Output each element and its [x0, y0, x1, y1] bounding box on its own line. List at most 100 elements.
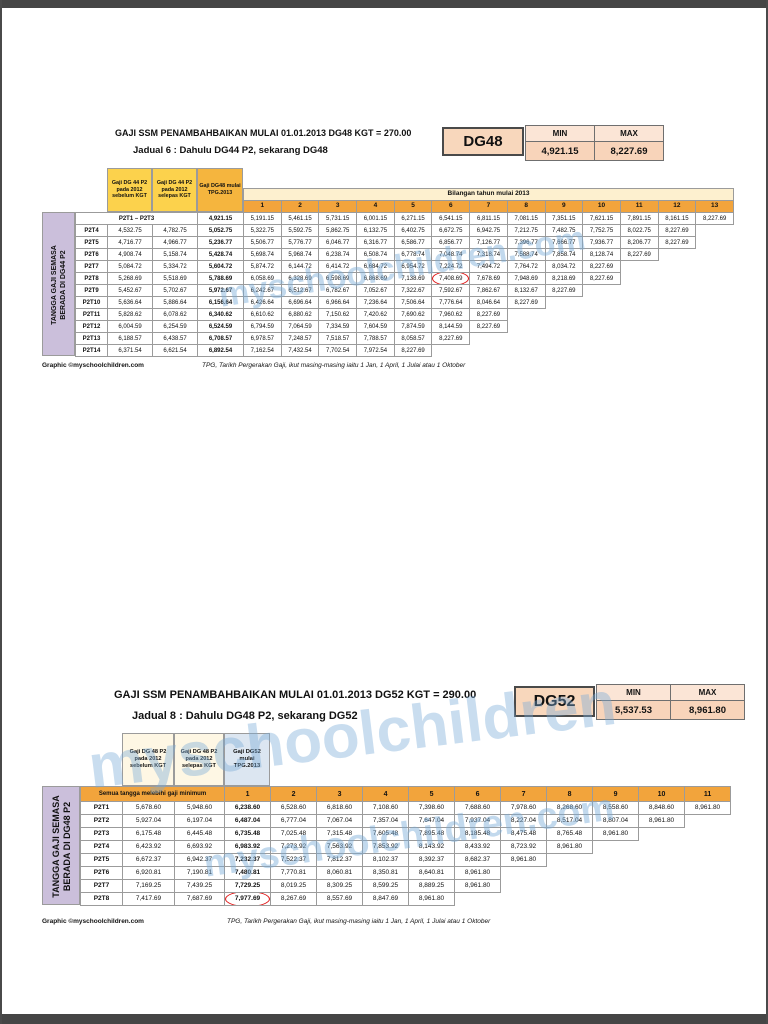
empty-cell: [620, 285, 658, 297]
salary-year-4: 7,788.57: [356, 332, 395, 345]
salary-year-2: 8,267.69: [270, 892, 318, 906]
salary-year-1: 5,191.15: [243, 212, 282, 225]
year-column-header: 9: [544, 200, 584, 213]
salary-year-12: 8,227.69: [657, 224, 697, 237]
salary-year-8: 7,948.69: [506, 272, 546, 285]
salary-year-7: 8,723.92: [500, 840, 548, 854]
salary-start-2013: 4,921.15: [197, 212, 244, 225]
table-row-P2T14: P2T14 6,371.54 6,621.54 6,892.54 7,162.54 7,4…: [75, 344, 734, 357]
empty-cell: [432, 345, 470, 357]
salary-start-2013: 5,236.77: [197, 236, 244, 249]
salary-year-3: 7,067.04: [316, 814, 364, 828]
salary-before-kgt: 7,417.69: [122, 892, 175, 906]
empty-cell: [639, 828, 685, 841]
salary-year-4: 7,972.54: [356, 344, 395, 357]
row-label: P2T5: [75, 236, 108, 249]
salary-before-kgt: 5,678.60: [122, 801, 175, 815]
salary-before-kgt: 5,084.72: [107, 260, 153, 273]
year-column-header: 10: [582, 200, 621, 213]
salary-year-1: 6,983.92: [224, 840, 272, 854]
salary-year-2: 7,770.81: [270, 866, 318, 880]
table-row-P2T12: P2T12 6,004.59 6,254.59 6,524.59 6,794.59 7,0…: [75, 320, 734, 333]
salary-year-11: 7,891.15: [619, 212, 659, 225]
table-row-P2T6: P2T6 6,920.81 7,190.81 7,480.81 7,770.81 8,06…: [80, 866, 731, 880]
table-row-P2T8: P2T8 5,268.69 5,518.69 5,788.69 6,058.69 6,32…: [75, 272, 734, 285]
salary-year-2: 8,019.25: [270, 879, 318, 893]
empty-cell: [547, 867, 593, 880]
salary-year-4: 7,108.60: [362, 801, 410, 815]
col-header-dg52-mulai-tpg: Gaji DG52 mulai TPG.2013: [224, 733, 270, 786]
grade-badge-dg48: DG48: [442, 127, 524, 156]
salary-year-3: 7,563.92: [316, 840, 364, 854]
salary-year-7: 6,942.75: [469, 224, 508, 237]
years-band-label: Bilangan tahun mulai 2013: [242, 188, 735, 201]
empty-cell: [455, 893, 501, 906]
salary-year-5: 6,271.15: [393, 212, 433, 225]
salary-before-kgt: 6,423.92: [122, 840, 175, 854]
minimum-note-cell: Semua tangga melebihi gaji minimum: [79, 786, 226, 802]
salary-year-5: 7,690.62: [393, 308, 433, 321]
year-column-header: 2: [270, 786, 318, 802]
empty-cell: [501, 893, 547, 906]
salary-year-2: 7,522.37: [270, 853, 318, 867]
row-label: P2T1: [80, 801, 123, 815]
salary-year-8: 8,765.48: [546, 827, 594, 841]
salary-year-6: 6,541.15: [431, 212, 471, 225]
salary-before-kgt: 5,927.04: [122, 814, 175, 828]
min-header: MIN: [525, 125, 595, 142]
empty-cell: [685, 815, 731, 828]
year-column-header: 2: [280, 200, 320, 213]
empty-cell: [620, 273, 658, 285]
empty-cell: [696, 237, 734, 249]
salary-after-kgt: 6,942.37: [173, 853, 226, 867]
salary-year-7: 7,978.60: [500, 801, 548, 815]
salary-year-3: 8,309.25: [316, 879, 364, 893]
max-header: MAX: [594, 125, 664, 142]
salary-year-1: 7,162.54: [243, 344, 282, 357]
salary-year-6: 7,408.69: [431, 272, 471, 285]
year-column-header: 11: [684, 786, 732, 802]
salary-year-6: 8,433.92: [454, 840, 502, 854]
empty-cell: [583, 333, 621, 345]
salary-year-3: 8,060.81: [316, 866, 364, 880]
salary-year-4: 8,847.69: [362, 892, 410, 906]
salary-year-1: 7,977.69: [224, 892, 272, 906]
salary-year-5: 7,138.69: [393, 272, 433, 285]
salary-year-3: 7,518.57: [318, 332, 358, 345]
year-column-header: 12: [657, 200, 697, 213]
row-label: P2T7: [80, 879, 123, 893]
table2-sidebar-label: TANGGA GAJI SEMASA BERADA DI DG48 P2: [51, 795, 72, 898]
empty-cell: [658, 273, 696, 285]
row-label: P2T9: [75, 284, 108, 297]
empty-cell: [696, 297, 734, 309]
salary-year-4: 7,604.59: [356, 320, 395, 333]
salary-start-2013: 5,428.74: [197, 248, 244, 261]
salary-year-3: 6,966.64: [318, 296, 358, 309]
empty-cell: [507, 345, 545, 357]
salary-year-10: 8,227.69: [582, 260, 621, 273]
empty-cell: [545, 333, 583, 345]
salary-year-2: 7,273.92: [270, 840, 318, 854]
salary-year-3: 6,598.69: [318, 272, 358, 285]
year-column-header: 6: [431, 200, 471, 213]
salary-year-6: 7,776.64: [431, 296, 471, 309]
salary-year-1: 6,794.59: [243, 320, 282, 333]
salary-year-4: 6,001.15: [356, 212, 395, 225]
salary-year-4: 6,684.72: [356, 260, 395, 273]
salary-year-2: 7,248.57: [280, 332, 320, 345]
salary-year-11: 8,961.80: [684, 801, 732, 815]
col-header-dg48-selepas-kgt: Gaji DG 48 P2 pada 2012 selepas KGT: [174, 733, 224, 786]
salary-start-2013: 6,340.62: [197, 308, 244, 321]
col-header-dg44-sebelum-kgt: Gaji DG 44 P2 pada 2012 sebelum KGT: [107, 168, 152, 212]
salary-year-1: 5,698.74: [243, 248, 282, 261]
salary-year-3: 7,812.37: [316, 853, 364, 867]
salary-year-1: 7,480.81: [224, 866, 272, 880]
salary-year-8: 7,588.74: [506, 248, 546, 261]
row-label: P2T4: [75, 224, 108, 237]
empty-cell: [658, 261, 696, 273]
empty-cell: [620, 297, 658, 309]
table-row-P2T4: P2T4 4,532.75 4,782.75 5,052.75 5,322.75 5,59…: [75, 224, 734, 237]
salary-year-10: 7,936.77: [582, 236, 621, 249]
empty-cell: [639, 867, 685, 880]
